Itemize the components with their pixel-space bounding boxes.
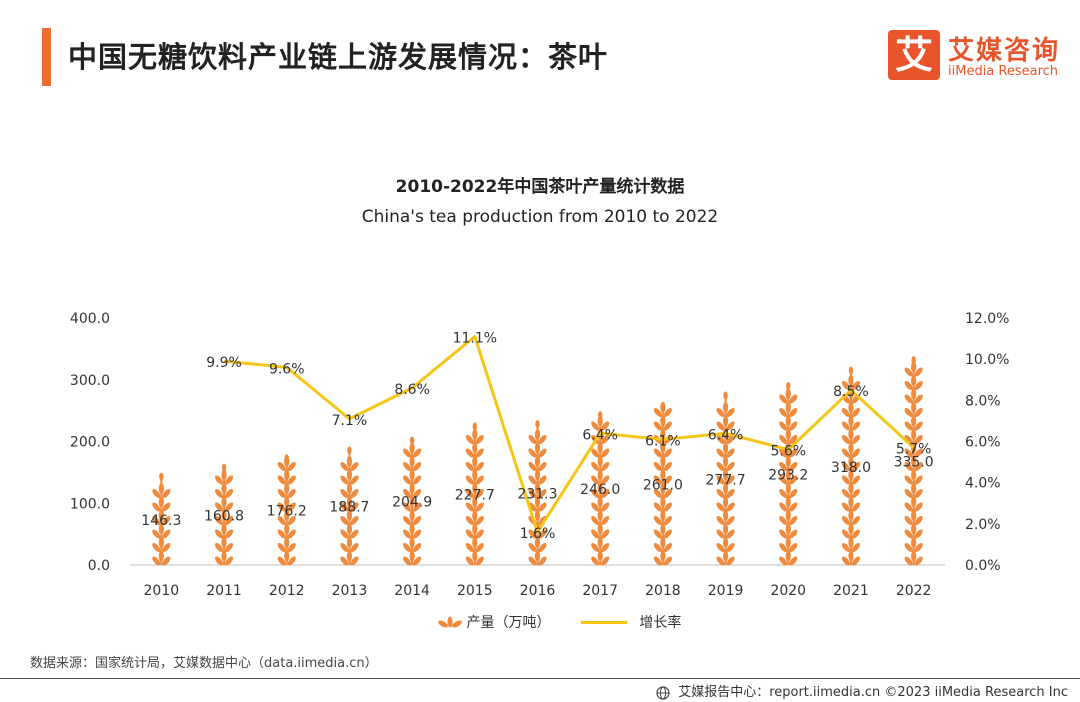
tea-production-chart: 0.0 100.0 200.0 300.0 400.0 0.0% 2.0% 4.0% 6.0% 8…: [70, 311, 1010, 599]
x-tick-label: 2015: [457, 583, 493, 599]
bar-value-label: 318.0: [831, 460, 871, 476]
bar-2018: [652, 401, 674, 567]
x-tick-label: 2018: [645, 583, 681, 599]
bar-2017: [589, 411, 611, 567]
bar-value-label: 231.3: [517, 487, 557, 503]
bar-value-label: 227.7: [455, 488, 495, 504]
y-right-tick-label: 10.0%: [965, 352, 1009, 368]
growth-rate-label: 7.1%: [332, 413, 368, 429]
y-left-tick-label: 0.0: [88, 558, 110, 574]
growth-rate-label: 5.7%: [896, 442, 932, 458]
bar-value-label: 335.0: [894, 455, 934, 471]
bar-2010: [150, 472, 172, 567]
y-right-tick-label: 2.0%: [965, 517, 1001, 533]
growth-rate-label: 8.6%: [394, 382, 430, 398]
y-left-tick-label: 400.0: [70, 311, 110, 327]
x-tick-label: 2014: [394, 583, 430, 599]
x-tick-label: 2010: [144, 583, 180, 599]
legend-bar-label: 产量（万吨）: [466, 615, 551, 631]
y-left-tick-label: 300.0: [70, 373, 110, 389]
x-tick-label: 2011: [206, 583, 242, 599]
legend-line-label: 增长率: [639, 615, 682, 631]
bar-2011: [213, 463, 235, 567]
bar-2016: [526, 420, 549, 567]
growth-rate-label: 5.6%: [770, 444, 806, 460]
growth-rate-label: 9.9%: [206, 355, 242, 371]
growth-rate-label: 9.6%: [269, 361, 305, 377]
bar-value-label: 277.7: [706, 472, 746, 488]
globe-icon: [656, 685, 670, 700]
bar-value-label: 188.7: [329, 500, 369, 516]
footer-credit: 艾媒报告中心：report.iimedia.cn ©2023 iiMedia R…: [656, 681, 1068, 700]
y-right-tick-label: 4.0%: [965, 476, 1001, 492]
y-right-tick-label: 0.0%: [965, 558, 1001, 574]
x-tick-label: 2022: [896, 583, 932, 599]
bar-value-label: 160.8: [204, 508, 244, 524]
bar-value-label: 246.0: [580, 482, 620, 498]
bar-2020: [777, 381, 799, 567]
bar-value-label: 261.0: [643, 477, 683, 493]
footer-divider: [0, 678, 1080, 679]
growth-rate-line: [223, 335, 915, 534]
brand-logo[interactable]: 艾 艾媒咨询 iiMedia Research: [888, 30, 1068, 84]
growth-rate-label: 6.1%: [645, 433, 681, 449]
footer-text: 艾媒报告中心：report.iimedia.cn ©2023 iiMedia R…: [678, 685, 1068, 700]
chart-subtitle: China's tea production from 2010 to 2022: [361, 207, 719, 227]
growth-rate-label: 6.4%: [582, 427, 618, 443]
bar-2014: [401, 436, 423, 567]
y-right-tick-label: 8.0%: [965, 393, 1001, 409]
growth-rate-label: 11.1%: [453, 331, 497, 347]
y-left-tick-label: 100.0: [70, 496, 110, 512]
chart-legend: 产量（万吨） 增长率: [438, 612, 681, 632]
bar-2021: [840, 366, 862, 567]
logo-name-en: iiMedia Research: [948, 64, 1059, 79]
data-source-note: 数据来源：国家统计局，艾媒数据中心（data.iimedia.cn）: [30, 656, 378, 671]
chart-title: 2010-2022年中国茶叶产量统计数据: [395, 177, 685, 197]
legend-line-swatch: [580, 620, 627, 624]
bar-value-label: 293.2: [768, 467, 808, 483]
bar-value-label: 146.3: [141, 513, 181, 529]
y-left-tick-label: 200.0: [70, 435, 110, 451]
x-tick-label: 2021: [833, 583, 869, 599]
x-tick-label: 2019: [708, 583, 744, 599]
y-right-tick-label: 12.0%: [965, 311, 1009, 327]
logo-mark: 艾: [888, 30, 940, 80]
bar-2015: [464, 422, 486, 567]
bar-value-label: 204.9: [392, 495, 432, 511]
growth-rate-label: 8.5%: [833, 384, 869, 400]
x-tick-label: 2016: [520, 583, 556, 599]
bar-value-label: 176.2: [267, 504, 307, 520]
logo-name-cn: 艾媒咨询: [948, 36, 1061, 66]
wheat-legend-icon: [438, 616, 462, 628]
y-right-tick-label: 6.0%: [965, 435, 1001, 451]
bar-2013: [338, 446, 360, 567]
bar-2019: [715, 391, 737, 567]
growth-rate-label: 6.4%: [708, 427, 744, 443]
x-tick-label: 2017: [582, 583, 618, 599]
bar-2022: [903, 356, 925, 567]
x-tick-label: 2020: [770, 583, 806, 599]
x-tick-label: 2012: [269, 583, 305, 599]
bar-2012: [276, 454, 298, 567]
x-tick-label: 2013: [332, 583, 368, 599]
title-accent-bar: [42, 28, 51, 86]
growth-rate-label: 1.6%: [520, 526, 556, 542]
page-title: 中国无糖饮料产业链上游发展情况：茶叶: [68, 40, 609, 74]
